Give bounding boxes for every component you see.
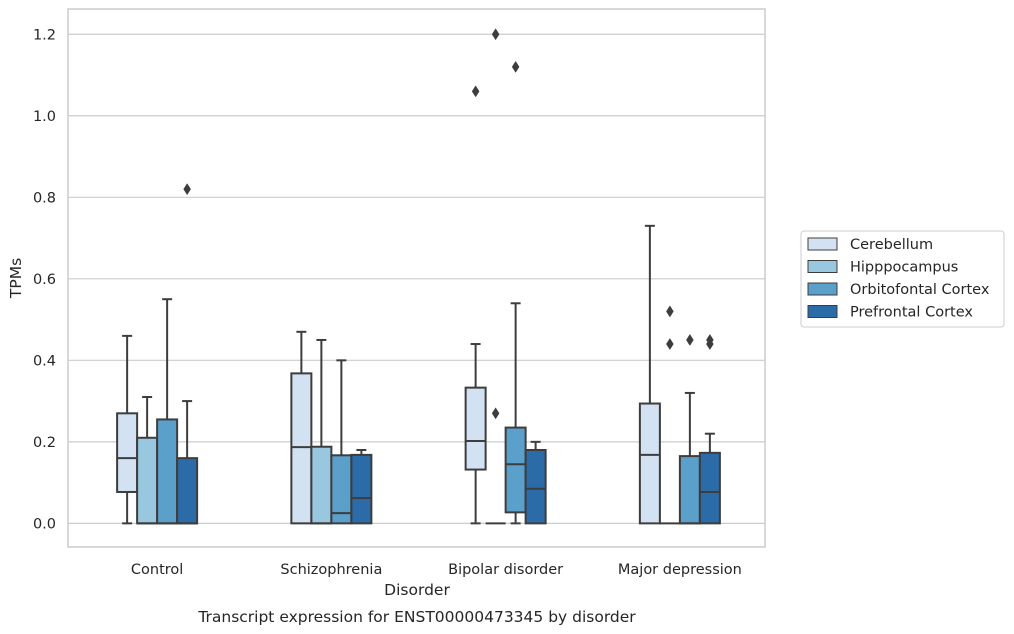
box-body [678,455,701,525]
outlier-point [471,85,480,98]
x-tick-label: Control [131,562,183,578]
box-body [156,418,179,525]
y-tick-label: 1.0 [33,109,56,125]
box-3-1 [659,305,680,525]
box-2-0 [464,85,487,525]
outlier-point [666,338,674,350]
y-tick-label: 0.8 [33,190,56,206]
box-0-1 [136,396,159,525]
box-body [290,372,313,525]
box-body [116,412,139,493]
box-body [176,457,199,525]
box-body [464,386,487,471]
box-2-1 [485,28,506,525]
outlier-point [511,60,520,73]
box-1-3 [350,448,373,525]
legend-label: Prefrontal Cortex [850,305,973,321]
outlier-point [491,28,500,41]
box-groups [116,28,721,525]
outlier-point [183,183,191,196]
legend-frame [800,230,1005,328]
x-tick-label: Major depression [618,562,742,578]
box-0-2 [156,298,179,525]
x-tick-label: Bipolar disorder [448,562,563,578]
y-tick-label: 0.4 [33,353,56,369]
outlier-point [706,333,714,346]
y-tick-label: 0.2 [33,435,56,451]
box-0-0 [116,334,139,525]
box-0-3 [176,183,199,525]
plot-frame [67,8,766,548]
y-axis-ticks: 0.0 0.2 0.4 0.6 0.8 1.0 1.2 [33,27,56,532]
legend-label: Cerebellum [850,237,933,253]
box-body [350,453,373,525]
box-body [698,451,721,525]
legend: Cerebellum Hipppocampus Orbitofontal Corte… [800,230,1005,328]
y-tick-label: 0.0 [33,516,56,532]
outlier-point [686,333,694,346]
legend-swatch [807,282,838,296]
box-body [136,436,159,525]
outlier-point [666,305,674,318]
legend-label: Orbitofontal Cortex [850,282,990,298]
box-3-0 [638,224,661,525]
y-tick-label: 1.2 [33,27,56,43]
box-body [638,402,661,525]
box-2-3 [524,440,547,525]
box-3-3 [698,333,721,525]
box-body [504,426,527,514]
chart-caption: Transcript expression for ENST0000047334… [197,608,636,626]
x-tick-label: Schizophrenia [280,562,382,578]
box-body [524,448,547,525]
box-body [310,445,333,525]
legend-swatch [807,305,838,318]
outlier-point [491,407,500,420]
x-axis-title: Disorder [384,581,450,599]
legend-label: Hipppocampus [850,260,958,276]
y-axis-title: TPMs [7,258,25,299]
x-axis-ticks: Control Schizophrenia Bipolar disorder Majo… [131,562,742,578]
legend-swatch [807,237,838,251]
y-tick-label: 0.6 [33,272,56,288]
legend-swatch [807,260,838,273]
